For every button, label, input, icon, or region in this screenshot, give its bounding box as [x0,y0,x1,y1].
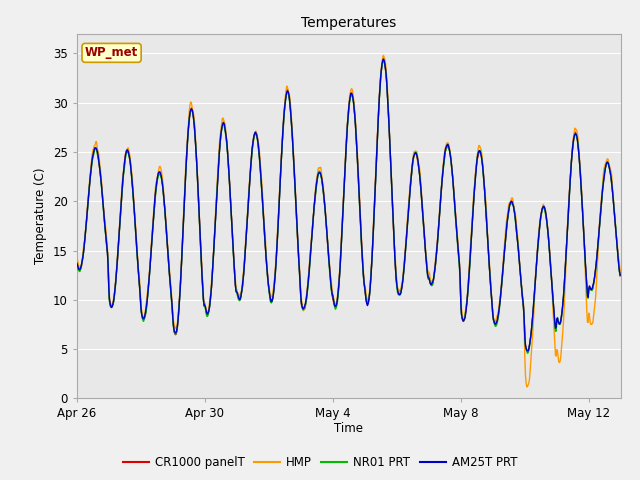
NR01 PRT [616,273,624,278]
NR01 PRT [147,262,154,268]
NR01 PRT [73,261,81,267]
AM25T PRT [135,274,143,279]
NR01 PRT [380,58,387,63]
HMP [135,270,143,276]
HMP [401,252,409,258]
NR01 PRT [135,274,143,280]
HMP [355,165,362,170]
HMP [147,261,154,266]
HMP [73,255,81,261]
CR1000 panelT [355,170,362,176]
Line: CR1000 panelT: CR1000 panelT [77,59,620,351]
CR1000 panelT [73,258,81,264]
Line: HMP: HMP [77,55,620,387]
HMP [523,384,531,390]
Text: WP_met: WP_met [85,47,138,60]
CR1000 panelT [616,273,624,278]
CR1000 panelT [380,56,387,62]
NR01 PRT [355,171,362,177]
NR01 PRT [489,312,497,317]
AM25T PRT [147,262,154,268]
NR01 PRT [524,350,531,356]
HMP [616,267,624,273]
Line: NR01 PRT: NR01 PRT [77,60,620,353]
Y-axis label: Temperature (C): Temperature (C) [35,168,47,264]
CR1000 panelT [135,274,143,280]
HMP [380,52,387,58]
X-axis label: Time: Time [334,422,364,435]
NR01 PRT [183,152,191,158]
AM25T PRT [73,260,81,266]
NR01 PRT [401,257,409,263]
Title: Temperatures: Temperatures [301,16,396,30]
AM25T PRT [380,56,387,62]
AM25T PRT [524,348,532,354]
HMP [489,313,497,319]
Line: AM25T PRT: AM25T PRT [77,59,620,351]
CR1000 panelT [489,311,497,317]
HMP [183,146,191,152]
Legend: CR1000 panelT, HMP, NR01 PRT, AM25T PRT: CR1000 panelT, HMP, NR01 PRT, AM25T PRT [118,452,522,474]
AM25T PRT [489,312,497,317]
CR1000 panelT [401,255,409,261]
CR1000 panelT [524,348,531,354]
AM25T PRT [401,255,409,261]
AM25T PRT [183,150,191,156]
CR1000 panelT [183,149,191,155]
CR1000 panelT [147,262,154,268]
AM25T PRT [616,272,624,278]
AM25T PRT [355,169,362,175]
